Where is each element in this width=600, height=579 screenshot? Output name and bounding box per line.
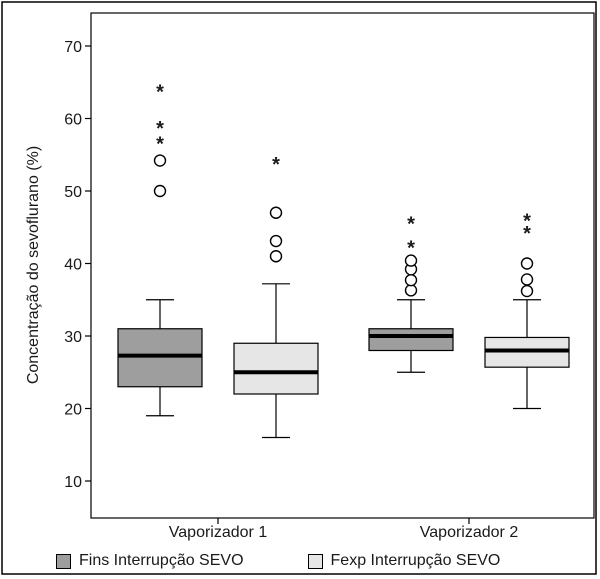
outlier-circle-1 [404, 284, 418, 297]
outlier-star-1: * [272, 154, 280, 176]
outlier-star-1: * [407, 237, 415, 259]
outlier-circle-3 [520, 257, 534, 270]
box-body [233, 342, 319, 395]
y-tick-label-60: 60 [64, 112, 82, 129]
box-1-2: ** [368, 213, 454, 373]
outlier-star-2: * [407, 213, 415, 235]
outlier-circle-2 [520, 273, 534, 286]
x-tick-label-1: Vaporizador 1 [169, 524, 268, 541]
outlier-circle-1 [269, 250, 283, 263]
outlier-circle-2 [404, 273, 418, 287]
x-axis: Vaporizador 1 Vaporizador 2 [169, 518, 519, 541]
y-tick-label-30: 30 [64, 329, 82, 346]
plot-area-border [90, 12, 595, 519]
legend: Fins Interrupção SEVO Fexp Interrupção S… [56, 548, 596, 574]
y-tick-label-40: 40 [64, 257, 82, 274]
legend-label-fexp: Fexp Interrupção SEVO [330, 552, 501, 569]
y-tick-label-10: 10 [64, 474, 82, 491]
legend-swatch-fins [56, 553, 71, 569]
box-1-1: *** [117, 82, 203, 417]
box-2-2: ** [484, 211, 570, 410]
y-tick-label-50: 50 [64, 184, 82, 201]
y-axis: 10 20 30 40 50 60 70 [64, 39, 91, 491]
y-tick-label-20: 20 [64, 402, 82, 419]
legend-item-fins[interactable]: Fins Interrupção SEVO [56, 552, 244, 570]
y-axis-label: Concentração do sevoflurano (%) [25, 146, 42, 384]
outlier-circle-4 [404, 254, 418, 267]
box-2-1: * [233, 154, 319, 439]
box-body [368, 328, 454, 352]
outlier-star-3: * [156, 82, 164, 104]
x-tick-label-2: Vaporizador 2 [420, 524, 519, 541]
outlier-circle-1 [520, 284, 534, 298]
outlier-star-2: * [523, 211, 531, 233]
y-tick-label-70: 70 [64, 39, 82, 56]
outlier-star-1: * [156, 134, 164, 156]
outlier-circle-1 [153, 184, 167, 198]
outlier-star-1: * [523, 223, 531, 245]
legend-item-fexp[interactable]: Fexp Interrupção SEVO [307, 552, 501, 570]
box-groups: ******** [117, 82, 570, 439]
outlier-circle-2 [269, 234, 283, 248]
outlier-circle-2 [153, 154, 167, 167]
outlier-circle-3 [269, 206, 283, 219]
box-body [117, 328, 203, 388]
legend-label-fins: Fins Interrupção SEVO [79, 552, 244, 569]
legend-swatch-fexp [307, 553, 323, 569]
outlier-star-2: * [156, 118, 164, 140]
